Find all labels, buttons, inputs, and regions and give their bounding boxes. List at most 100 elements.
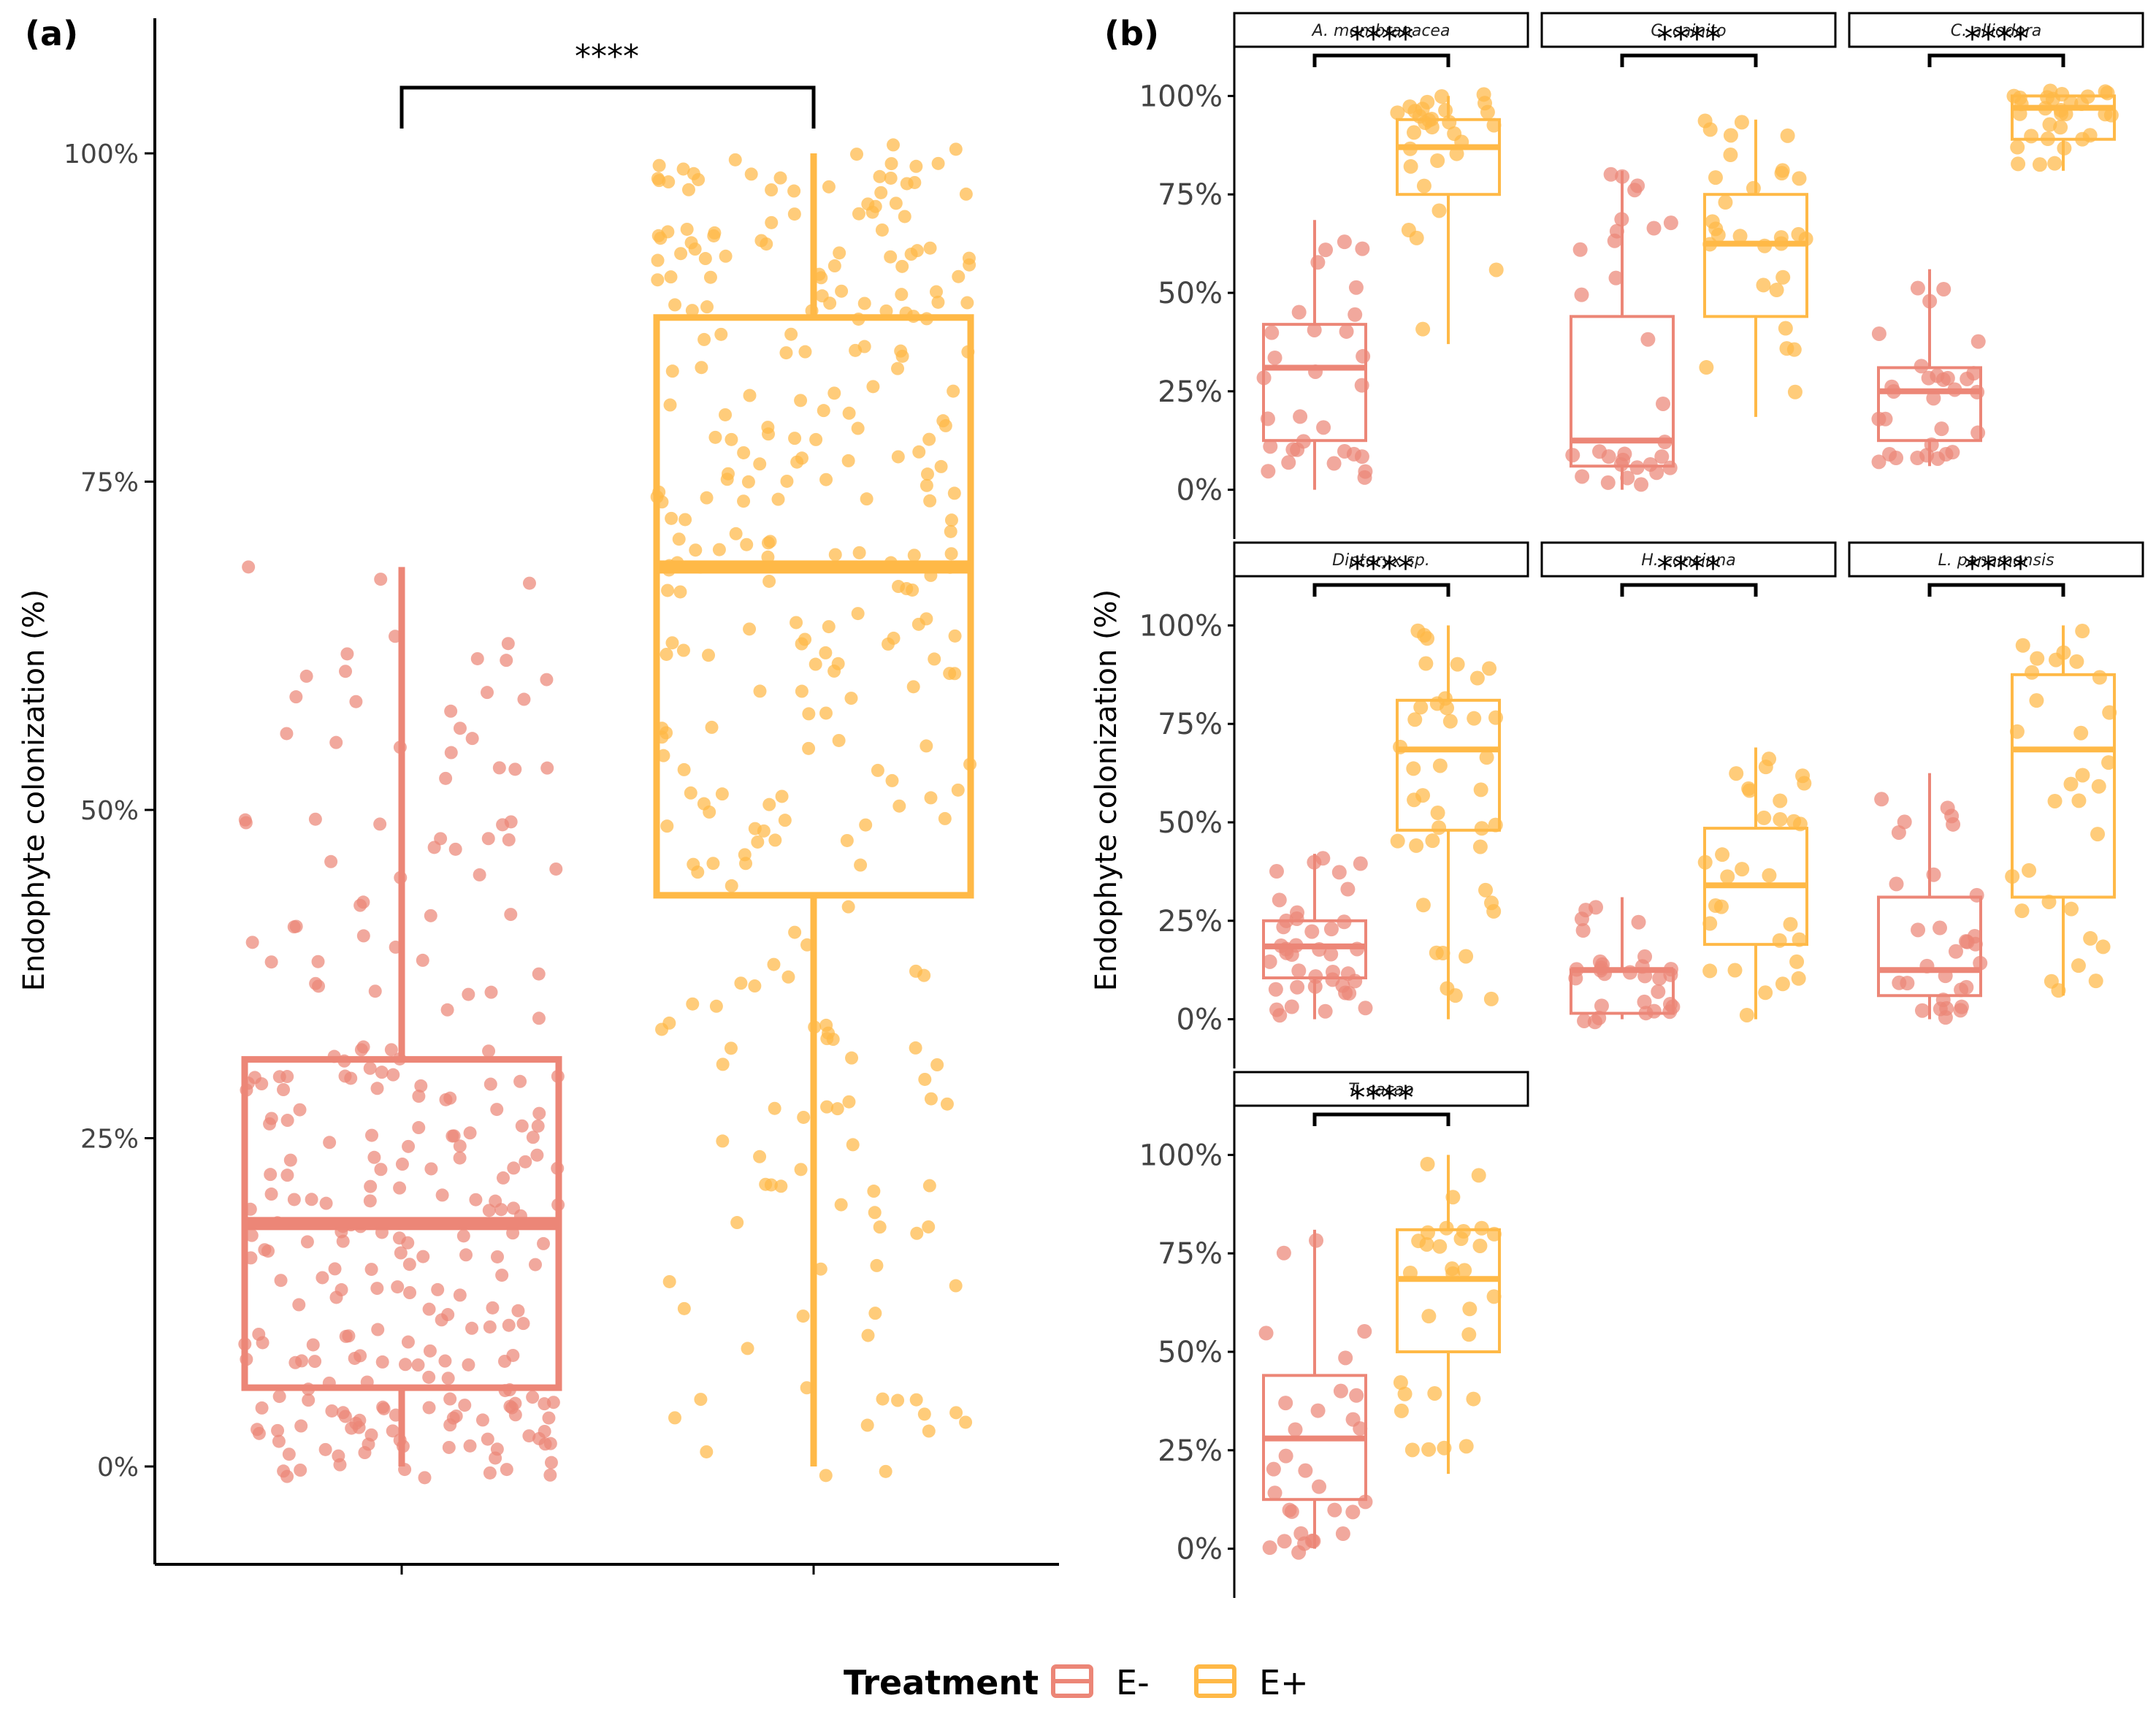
data-point-E- xyxy=(1304,1533,1320,1548)
data-point-E+ xyxy=(895,259,909,273)
data-point-E+ xyxy=(780,474,794,488)
data-point-E+ xyxy=(665,364,679,378)
data-point-E- xyxy=(422,1302,436,1316)
data-point-E- xyxy=(418,1471,432,1485)
data-point-E- xyxy=(1267,350,1282,365)
significance-bracket-b xyxy=(1620,583,1758,597)
data-point-E- xyxy=(1930,451,1946,466)
data-point-E+ xyxy=(851,421,865,435)
data-point-E+ xyxy=(845,1051,859,1065)
data-point-E+ xyxy=(928,652,941,666)
data-point-E+ xyxy=(822,620,836,634)
data-point-E+ xyxy=(1459,949,1474,964)
facet-c-cainito: C. cainito**** xyxy=(1540,12,1837,492)
data-point-E- xyxy=(1630,178,1645,194)
data-point-E- xyxy=(289,919,303,933)
data-point-E+ xyxy=(661,225,675,239)
data-point-E- xyxy=(1262,1540,1277,1556)
data-point-E- xyxy=(282,1447,296,1461)
data-point-E+ xyxy=(1445,1261,1460,1277)
data-point-E+ xyxy=(1787,384,1803,399)
data-point-E+ xyxy=(1413,700,1429,715)
data-point-E+ xyxy=(1449,146,1464,161)
data-point-E- xyxy=(1874,792,1889,807)
data-point-E- xyxy=(325,1404,339,1418)
data-point-E+ xyxy=(949,1279,963,1293)
y-tick-label-b: 25% xyxy=(1158,905,1223,938)
data-point-E- xyxy=(238,813,252,827)
data-point-E- xyxy=(386,1068,400,1082)
data-point-E- xyxy=(295,1354,309,1368)
data-point-E+ xyxy=(2025,665,2040,680)
data-point-E- xyxy=(516,1317,530,1331)
data-point-E- xyxy=(1276,1245,1291,1261)
data-point-E- xyxy=(1258,1326,1274,1341)
significance-label-b: **** xyxy=(1965,550,2029,587)
data-point-E- xyxy=(483,1077,497,1091)
data-point-E- xyxy=(356,895,370,909)
data-point-E+ xyxy=(1758,985,1773,1001)
data-point-E- xyxy=(456,1229,470,1243)
data-point-E+ xyxy=(1442,714,1458,729)
data-point-E+ xyxy=(2029,693,2044,708)
data-point-E- xyxy=(1349,1388,1364,1403)
data-point-E+ xyxy=(832,733,846,747)
data-point-E- xyxy=(435,1188,449,1202)
data-point-E+ xyxy=(716,1134,730,1148)
data-point-E+ xyxy=(748,979,762,993)
data-point-E+ xyxy=(906,583,920,597)
box-E+ xyxy=(1703,193,1808,318)
significance-bracket-b xyxy=(1312,53,1450,67)
data-point-E+ xyxy=(706,857,720,871)
y-axis-label-a: Endophyte colonization (%) xyxy=(18,589,51,992)
data-point-E+ xyxy=(665,511,678,525)
data-point-E+ xyxy=(948,629,962,643)
data-point-E+ xyxy=(834,1198,848,1212)
data-point-E- xyxy=(453,1139,467,1153)
y-tick-label-b: 0% xyxy=(1177,1533,1223,1567)
data-point-E- xyxy=(1290,979,1305,995)
data-point-E- xyxy=(335,1283,348,1297)
data-point-E- xyxy=(483,1320,497,1334)
data-point-E+ xyxy=(860,1418,874,1432)
data-point-E- xyxy=(1353,856,1368,871)
data-point-E+ xyxy=(844,692,858,705)
significance-bracket-a xyxy=(400,85,816,129)
data-point-E+ xyxy=(846,1138,860,1152)
data-point-E+ xyxy=(676,643,690,657)
data-point-E+ xyxy=(1727,963,1743,978)
data-point-E- xyxy=(481,686,494,700)
data-point-E+ xyxy=(840,833,854,847)
data-point-E+ xyxy=(960,296,974,310)
data-point-E+ xyxy=(911,617,925,631)
data-point-E+ xyxy=(817,404,830,418)
data-point-E- xyxy=(1930,368,1945,383)
data-point-E+ xyxy=(652,158,666,172)
data-point-E- xyxy=(1600,475,1616,490)
data-point-E- xyxy=(274,1274,288,1288)
data-point-E+ xyxy=(1756,810,1772,825)
data-point-E- xyxy=(245,1228,259,1242)
data-point-E- xyxy=(1338,1350,1353,1366)
data-point-E+ xyxy=(784,327,798,341)
data-point-E- xyxy=(283,1153,297,1167)
data-point-E- xyxy=(375,1066,389,1079)
data-point-E+ xyxy=(873,169,887,183)
data-point-E+ xyxy=(827,386,841,400)
data-point-E- xyxy=(538,1424,551,1438)
data-point-E- xyxy=(370,1282,384,1296)
data-point-E+ xyxy=(761,550,775,564)
data-point-E+ xyxy=(761,536,775,550)
data-point-E+ xyxy=(1421,1225,1436,1240)
y-tick-label-b: 100% xyxy=(1139,1139,1223,1172)
data-point-E+ xyxy=(1406,761,1421,776)
box-E+ xyxy=(1396,1228,1501,1354)
data-point-E+ xyxy=(651,253,665,267)
data-point-E- xyxy=(482,1044,496,1058)
data-point-E- xyxy=(1291,305,1307,320)
boxes-a xyxy=(241,153,974,1466)
data-point-E- xyxy=(280,1070,294,1084)
data-point-E- xyxy=(252,1327,266,1341)
data-point-E+ xyxy=(2032,157,2047,172)
data-point-E- xyxy=(537,1236,551,1250)
